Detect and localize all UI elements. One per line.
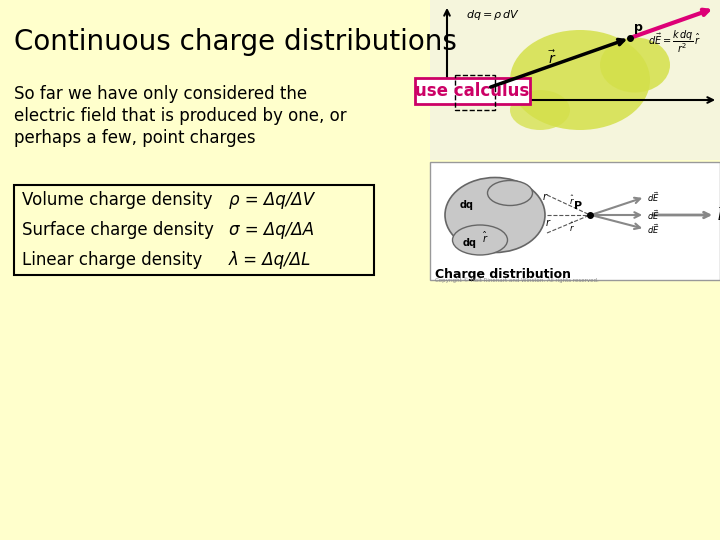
Bar	[430, 162, 720, 280]
Ellipse shape	[510, 90, 570, 130]
Text: p: p	[634, 21, 643, 34]
Text: P: P	[574, 201, 582, 211]
Ellipse shape	[445, 178, 545, 253]
Text: $\vec{r}$: $\vec{r}$	[548, 49, 557, 67]
Text: $\hat{r}$: $\hat{r}$	[569, 193, 575, 207]
Text: Linear charge density: Linear charge density	[22, 251, 202, 269]
Text: σ = Δq/ΔA: σ = Δq/ΔA	[229, 221, 314, 239]
Text: Continuous charge distributions: Continuous charge distributions	[14, 28, 457, 56]
Text: $d\vec{E} = \dfrac{k\,dq}{r^2}\,\hat{r}$: $d\vec{E} = \dfrac{k\,dq}{r^2}\,\hat{r}$	[648, 29, 701, 56]
Text: Volume charge density: Volume charge density	[22, 191, 212, 209]
Text: electric field that is produced by one, or: electric field that is produced by one, …	[14, 107, 346, 125]
Ellipse shape	[487, 180, 533, 206]
Text: $\hat{r}$: $\hat{r}$	[569, 220, 575, 234]
Text: perhaps a few, point charges: perhaps a few, point charges	[14, 129, 256, 147]
Text: $d\vec{E}$: $d\vec{E}$	[647, 190, 660, 204]
Text: r: r	[546, 218, 550, 228]
Text: use calculus: use calculus	[415, 82, 530, 100]
Text: dq: dq	[463, 238, 477, 248]
Bar	[430, 0, 720, 160]
Text: ρ = Δq/ΔV: ρ = Δq/ΔV	[229, 191, 314, 209]
Bar	[455, 75, 495, 110]
Text: Copyright © Holt Rinehart and Winston. All rights reserved.: Copyright © Holt Rinehart and Winston. A…	[435, 277, 599, 282]
Text: $d\vec{E}$: $d\vec{E}$	[647, 208, 660, 222]
Text: $dq = \rho \, dV$: $dq = \rho \, dV$	[466, 8, 520, 22]
Text: $\hat{r}$: $\hat{r}$	[482, 230, 488, 245]
Text: r: r	[543, 192, 547, 202]
Text: Charge distribution: Charge distribution	[435, 268, 571, 281]
Ellipse shape	[452, 225, 508, 255]
Text: $\vec{E}$: $\vec{E}$	[717, 206, 720, 224]
Text: dq: dq	[460, 200, 474, 210]
Ellipse shape	[600, 37, 670, 92]
Text: λ = Δq/ΔL: λ = Δq/ΔL	[229, 251, 311, 269]
Bar	[14, 185, 374, 275]
Ellipse shape	[510, 30, 650, 130]
Text: Surface charge density: Surface charge density	[22, 221, 214, 239]
Text: So far we have only considered the: So far we have only considered the	[14, 85, 307, 103]
Text: $d\vec{E}$: $d\vec{E}$	[647, 222, 660, 236]
Bar	[415, 78, 530, 104]
